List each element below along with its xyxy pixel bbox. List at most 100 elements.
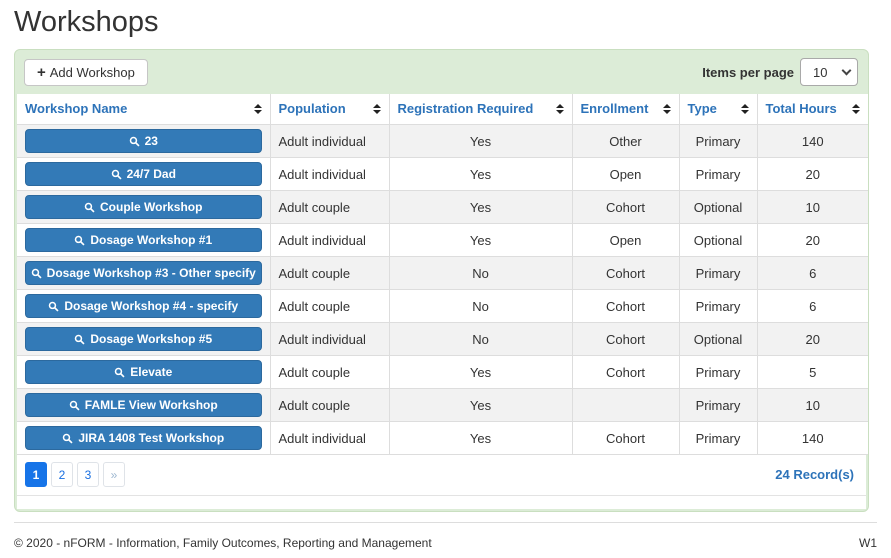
toolbar: + Add Workshop Items per page 10	[15, 50, 868, 94]
total-hours-cell: 10	[756, 190, 868, 224]
search-icon	[31, 268, 42, 279]
search-icon	[129, 136, 140, 147]
search-icon	[84, 202, 95, 213]
column-header-label: Total Hours	[765, 101, 837, 116]
column-header[interactable]: Registration Required	[389, 94, 573, 125]
workshop-name-button[interactable]: 23	[25, 129, 262, 153]
workshop-name-button-label: Couple Workshop	[100, 200, 203, 214]
items-per-page: Items per page 10	[702, 58, 858, 86]
table-header-row: Workshop Name Population Registration Re…	[17, 94, 868, 125]
enrollment-cell: Open	[571, 157, 680, 191]
column-header-label: Population	[278, 101, 346, 116]
registration-required-cell: No	[388, 322, 573, 356]
registration-required-cell: No	[388, 256, 573, 290]
total-hours-cell: 140	[756, 124, 868, 158]
type-cell: Optional	[678, 223, 758, 257]
table-row: Dosage Workshop #3 - Other specify Adult…	[17, 256, 868, 290]
workshop-name-button[interactable]: Dosage Workshop #5	[25, 327, 262, 351]
type-cell: Optional	[678, 190, 758, 224]
type-cell: Optional	[678, 322, 758, 356]
column-header[interactable]: Type	[679, 94, 758, 125]
registration-required-cell: Yes	[388, 421, 573, 455]
workshop-name-button[interactable]: Dosage Workshop #3 - Other specify	[25, 261, 262, 285]
population-cell: Adult individual	[269, 322, 390, 356]
workshop-name-button[interactable]: FAMLE View Workshop	[25, 393, 262, 417]
registration-required-cell: Yes	[388, 157, 573, 191]
type-cell: Primary	[678, 124, 758, 158]
workshop-name-button-label: FAMLE View Workshop	[84, 398, 218, 412]
column-header[interactable]: Enrollment	[572, 94, 680, 125]
workshop-name-button-label: Dosage Workshop #4 - specify	[64, 299, 239, 313]
add-workshop-button[interactable]: + Add Workshop	[24, 58, 148, 86]
workshop-name-button-label: Dosage Workshop #1	[90, 233, 213, 247]
table-row: Dosage Workshop #1 Adult individual Yes …	[17, 223, 868, 257]
table-row: Dosage Workshop #4 - specify Adult coupl…	[17, 289, 868, 323]
footer-version: W1	[859, 536, 877, 550]
enrollment-cell	[571, 388, 680, 422]
population-cell: Adult individual	[269, 223, 390, 257]
population-cell: Adult couple	[269, 190, 390, 224]
column-header-label: Enrollment	[580, 101, 649, 116]
workshop-name-button[interactable]: Elevate	[25, 360, 262, 384]
registration-required-cell: No	[388, 289, 573, 323]
column-header[interactable]: Workshop Name	[17, 94, 271, 125]
population-cell: Adult individual	[269, 157, 390, 191]
workshop-name-button[interactable]: Dosage Workshop #4 - specify	[25, 294, 262, 318]
workshop-name-button-label: Elevate	[130, 365, 173, 379]
workshop-name-cell: 24/7 Dad	[17, 157, 271, 191]
page-footer: © 2020 - nFORM - Information, Family Out…	[14, 522, 877, 550]
workshop-name-cell: 23	[17, 124, 271, 158]
table-row: FAMLE View Workshop Adult couple Yes Pri…	[17, 388, 868, 422]
search-icon	[63, 433, 73, 444]
table-row: Couple Workshop Adult couple Yes Cohort …	[17, 190, 868, 224]
enrollment-cell: Open	[571, 223, 680, 257]
search-icon	[75, 334, 85, 345]
type-cell: Primary	[678, 256, 758, 290]
workshop-name-cell: Dosage Workshop #1	[17, 223, 271, 257]
table-row: Dosage Workshop #5 Adult individual No C…	[17, 322, 868, 356]
registration-required-cell: Yes	[388, 388, 573, 422]
workshop-name-button-label: Dosage Workshop #3 - Other specify	[46, 266, 256, 280]
workshop-name-cell: JIRA 1408 Test Workshop	[17, 421, 271, 455]
total-hours-cell: 20	[756, 223, 868, 257]
pagination-page-1[interactable]: 1	[25, 462, 47, 487]
workshop-name-cell: Elevate	[17, 355, 271, 389]
search-icon	[114, 367, 125, 378]
enrollment-cell: Cohort	[571, 190, 680, 224]
registration-required-cell: Yes	[388, 124, 573, 158]
column-header[interactable]: Total Hours	[757, 94, 868, 125]
table-container: Workshop Name Population Registration Re…	[17, 94, 868, 509]
sort-icon	[372, 104, 381, 114]
records-count: 24 Record(s)	[775, 467, 854, 482]
total-hours-cell: 5	[756, 355, 868, 389]
page-title: Workshops	[14, 6, 159, 38]
column-header[interactable]: Population	[270, 94, 390, 125]
workshop-name-button[interactable]: Dosage Workshop #1	[25, 228, 262, 252]
total-hours-cell: 6	[756, 256, 868, 290]
population-cell: Adult couple	[269, 388, 390, 422]
footer-copyright: © 2020 - nFORM - Information, Family Out…	[14, 536, 432, 550]
enrollment-cell: Cohort	[571, 355, 680, 389]
items-per-page-select[interactable]: 10	[800, 58, 858, 86]
panel-bottom-strip	[17, 496, 866, 509]
enrollment-cell: Cohort	[571, 322, 680, 356]
population-cell: Adult individual	[269, 124, 390, 158]
workshop-name-cell: Dosage Workshop #5	[17, 322, 271, 356]
workshop-name-button-label: 24/7 Dad	[126, 167, 176, 181]
pagination-next-button[interactable]: »	[103, 462, 125, 487]
total-hours-cell: 20	[756, 157, 868, 191]
enrollment-cell: Cohort	[571, 289, 680, 323]
search-icon	[69, 400, 80, 411]
sort-icon	[662, 104, 671, 114]
type-cell: Primary	[678, 355, 758, 389]
workshop-name-button[interactable]: Couple Workshop	[25, 195, 262, 219]
workshop-name-button[interactable]: 24/7 Dad	[25, 162, 262, 186]
pagination-page-2[interactable]: 2	[51, 462, 73, 487]
workshop-name-cell: Dosage Workshop #3 - Other specify	[17, 256, 271, 290]
workshop-name-button[interactable]: JIRA 1408 Test Workshop	[25, 426, 262, 450]
workshop-name-cell: Dosage Workshop #4 - specify	[17, 289, 271, 323]
enrollment-cell: Cohort	[571, 421, 680, 455]
table-row: 23 Adult individual Yes Other Primary 14…	[17, 124, 868, 158]
pagination-page-3[interactable]: 3	[77, 462, 99, 487]
sort-icon	[253, 104, 262, 114]
